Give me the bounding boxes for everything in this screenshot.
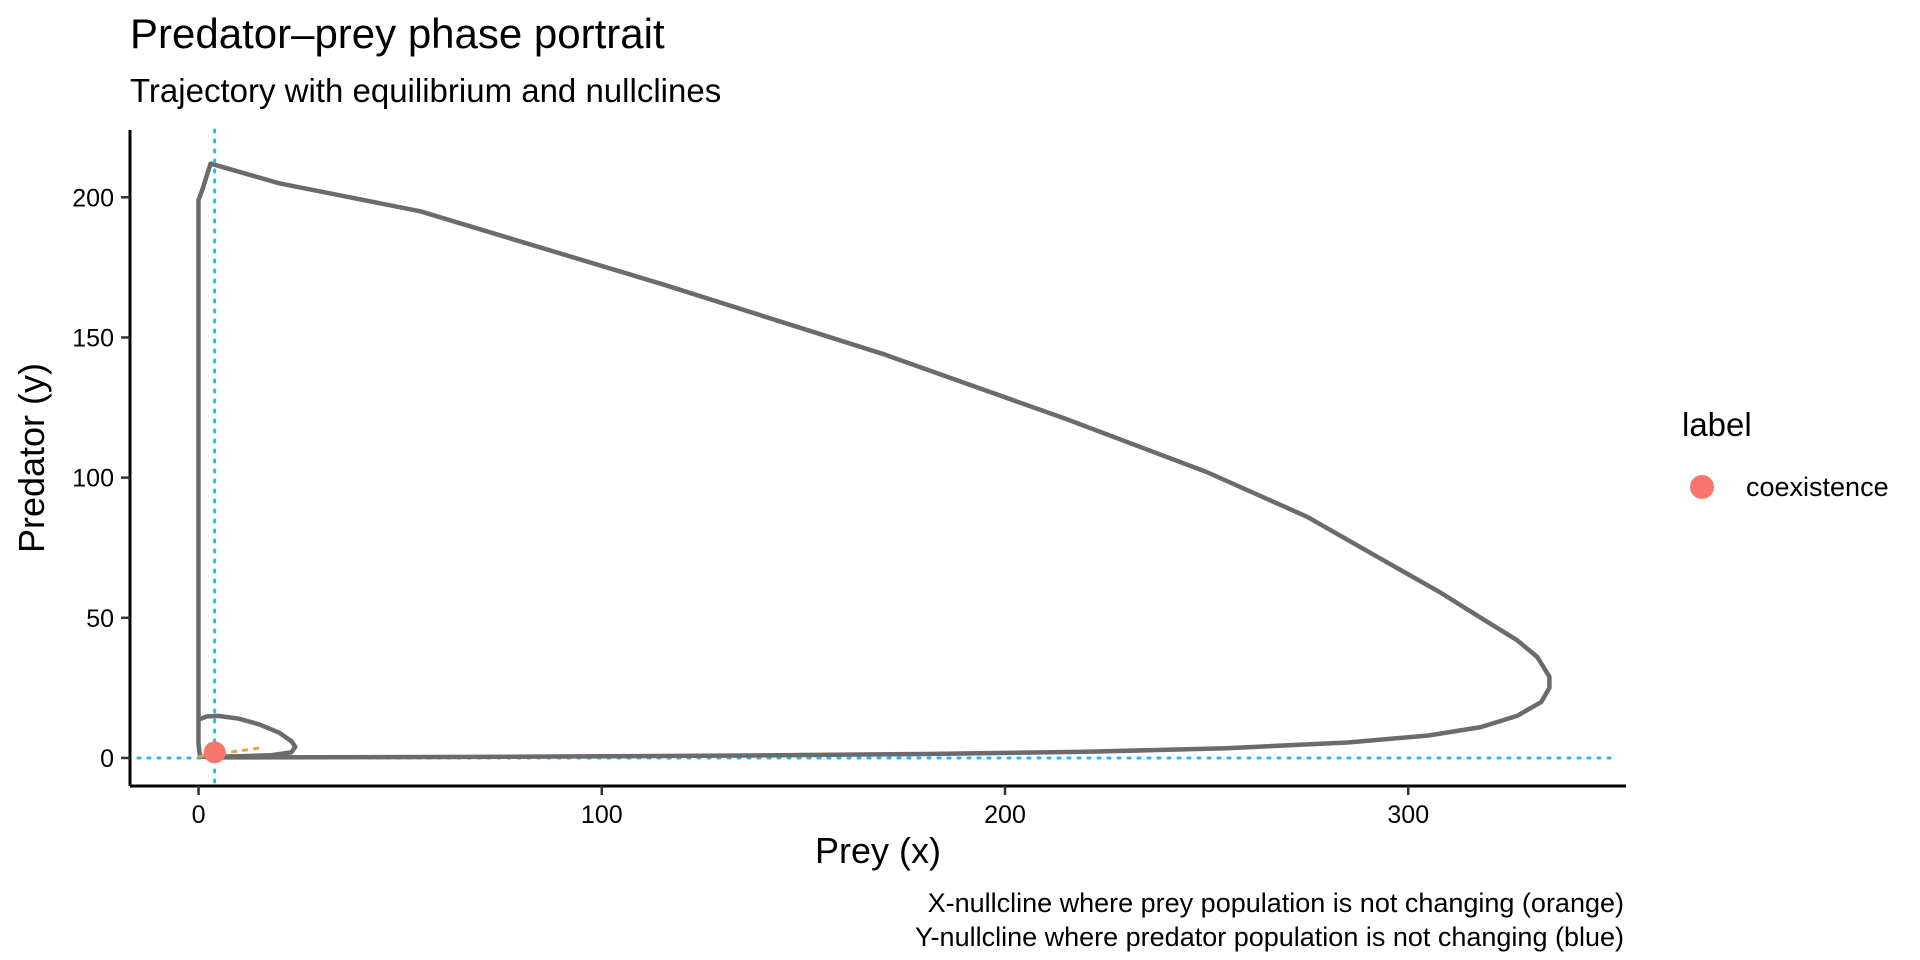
trajectory-line [196, 161, 1552, 760]
y-tick-label: 100 [72, 465, 114, 493]
y-axis-label: Predator (y) [11, 362, 52, 554]
y-tick-label: 50 [86, 605, 114, 633]
legend-title: label [1682, 406, 1752, 443]
x-tick-label: 300 [1387, 801, 1429, 829]
y-tick-label: 150 [72, 324, 114, 352]
equilibrium-point-coexistence [203, 741, 226, 764]
legend-item-coexistence: coexistence [1690, 470, 1889, 504]
legend-label: coexistence [1746, 471, 1889, 502]
chart-title: Predator–prey phase portrait [130, 10, 665, 57]
y-tick-label: 0 [100, 745, 114, 773]
x-tick-label: 200 [984, 801, 1026, 829]
x-tick-label: 0 [192, 801, 206, 829]
legend-key-dot [1690, 475, 1714, 499]
caption-line-2: Y-nullcline where predator population is… [915, 922, 1624, 952]
y-tick-label: 200 [72, 184, 114, 212]
caption: X-nullcline where prey population is not… [915, 886, 1624, 954]
caption-line-1: X-nullcline where prey population is not… [927, 888, 1624, 918]
chart-subtitle: Trajectory with equilibrium and nullclin… [130, 72, 722, 109]
x-tick-label: 100 [581, 801, 623, 829]
x-axis-label: Prey (x) [815, 830, 941, 871]
